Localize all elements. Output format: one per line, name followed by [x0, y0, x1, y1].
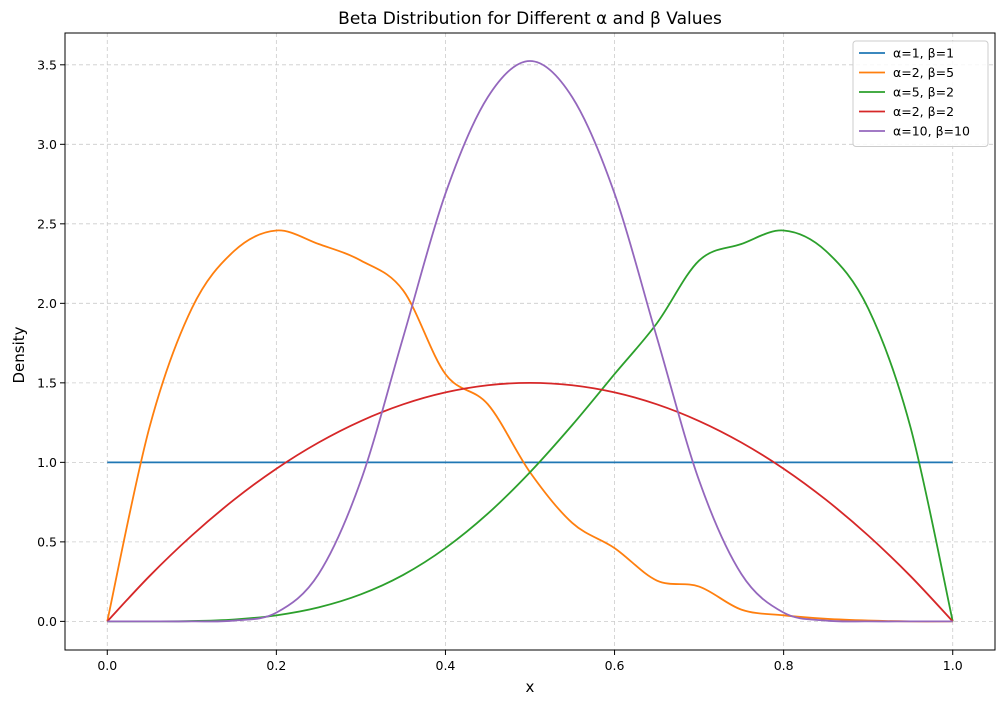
y-tick-label: 2.0: [37, 296, 57, 311]
y-tick-label: 0.5: [37, 534, 57, 549]
x-tick-label: 1.0: [943, 658, 963, 673]
x-tick-label: 0.4: [436, 658, 456, 673]
y-tick-label: 1.0: [37, 455, 57, 470]
x-tick-label: 0.0: [97, 658, 117, 673]
legend: α=1, β=1 α=2, β=5 α=5, β=2 α=2, β=2 α=10, β=…: [852, 40, 989, 147]
x-tick-label: 0.6: [605, 658, 625, 673]
x-tick-label: 0.2: [266, 658, 286, 673]
series-line-2: [107, 229, 954, 623]
y-tick-label: 0.0: [37, 614, 57, 629]
series-line-1: [106, 229, 953, 623]
legend-label: α=2, β=5: [893, 65, 954, 80]
legend-label: α=2, β=2: [893, 104, 954, 119]
legend-label: α=10, β=10: [893, 124, 970, 139]
y-tick-label: 1.5: [37, 375, 57, 390]
series-line-4: [107, 60, 953, 623]
legend-label: α=1, β=1: [893, 46, 954, 61]
x-tick-label: 0.8: [774, 658, 794, 673]
chart-title: Beta Distribution for Different α and β …: [338, 9, 722, 29]
x-axis-label: x: [526, 678, 535, 696]
plot-frame: [64, 32, 996, 651]
y-axis-label: Density: [10, 326, 28, 383]
x-axis-ticks: 0.0 0.2 0.4 0.6 0.8 1.0: [97, 650, 963, 673]
y-tick-label: 3.5: [37, 57, 57, 72]
y-tick-label: 3.0: [37, 137, 57, 152]
y-tick-label: 2.5: [37, 216, 57, 231]
series-line-3: [106, 381, 954, 622]
legend-box: [852, 40, 989, 147]
series-group: [106, 60, 954, 623]
y-axis-ticks: 0.0 0.5 1.0 1.5 2.0 2.5 3.0 3.5: [37, 57, 65, 629]
legend-label: α=5, β=2: [893, 85, 954, 100]
